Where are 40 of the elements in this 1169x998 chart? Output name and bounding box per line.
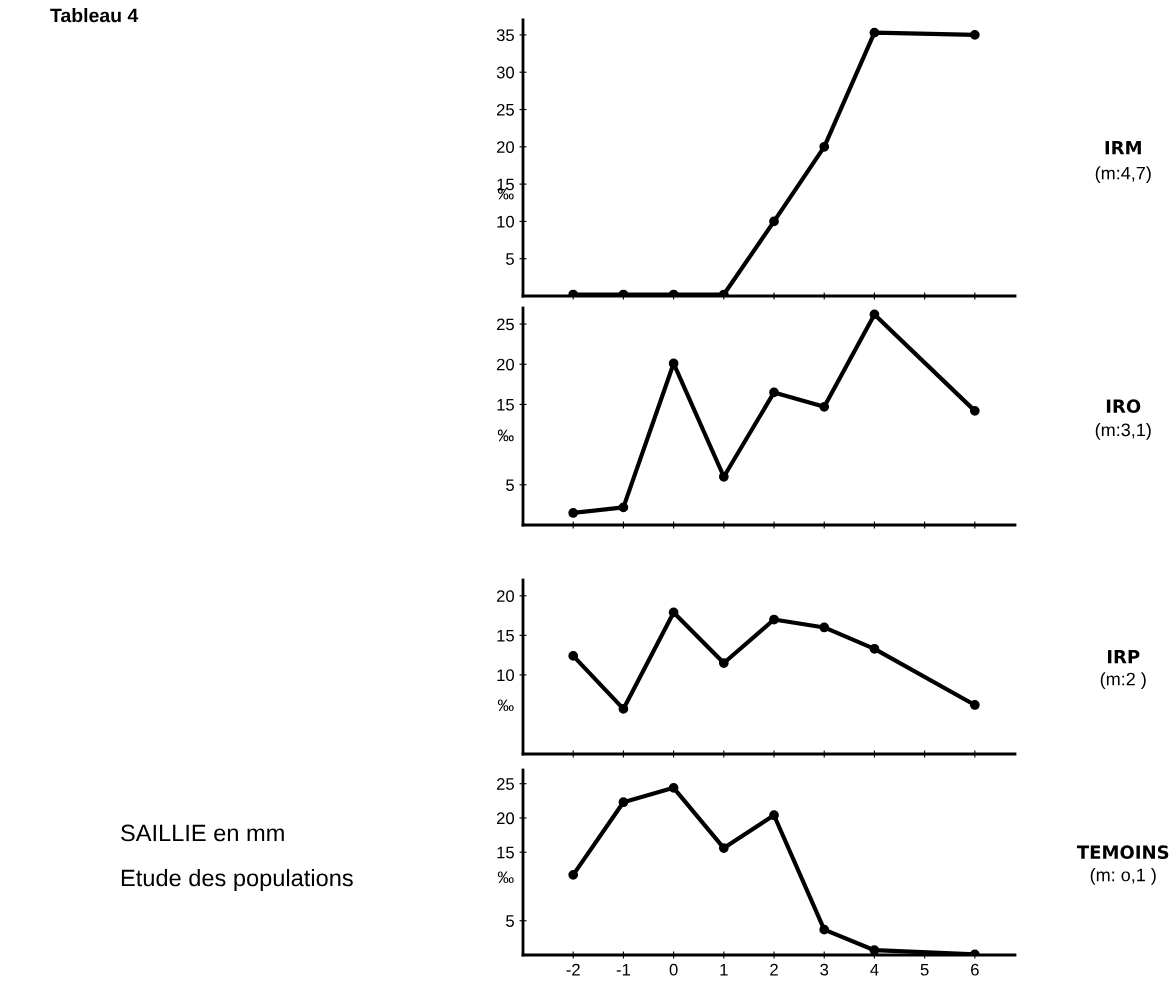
x-tick-label: -1 (616, 963, 631, 976)
text: IRO (1106, 399, 1141, 413)
y-tick-label: 15 (497, 629, 514, 642)
y-tick-label: 25 (496, 318, 514, 331)
text: (m:2 ) (1100, 672, 1146, 690)
x-tick-label: 6 (971, 963, 979, 976)
y-tick-label: 30 (496, 66, 515, 79)
y-tick-label: 15 (497, 399, 514, 411)
x-tick-label: 2 (770, 963, 778, 976)
x-tick-label: -2 (566, 963, 580, 976)
y-axis-title: ‰ (497, 699, 514, 712)
text: IRP (1107, 650, 1140, 664)
text: (m: o,1 ) (1090, 868, 1156, 885)
y-tick-label: 25 (496, 778, 514, 790)
text: Etude des populations (121, 868, 353, 892)
y-axis-title: ‰ (497, 871, 514, 884)
x-tick-label: 0 (669, 963, 678, 976)
y-tick-label: 20 (496, 141, 515, 154)
text: TEMOINS (1076, 845, 1169, 859)
y-axis-title: ‰ (497, 429, 514, 442)
text: Tableau 4 (50, 8, 139, 23)
y-tick-label: 5 (506, 915, 514, 927)
y-tick-label: 25 (496, 103, 514, 116)
y-tick-label: 5 (506, 253, 514, 265)
y-tick-label: 10 (497, 215, 515, 228)
text: IRM (1105, 141, 1141, 155)
text: (m:4,7) (1095, 166, 1151, 184)
x-tick-label: 5 (920, 963, 929, 976)
text: (m:3,1) (1095, 423, 1151, 440)
x-tick-label: 3 (820, 963, 829, 976)
y-tick-label: 35 (496, 29, 514, 42)
y-tick-label: 20 (496, 812, 515, 825)
y-tick-label: 20 (496, 590, 515, 603)
y-tick-label: 5 (506, 479, 514, 492)
x-tick-label: 4 (870, 963, 879, 976)
y-tick-label: 20 (496, 358, 515, 371)
text: SAILLIE en mm (121, 824, 284, 842)
x-tick-label: 1 (720, 963, 728, 976)
y-tick-label: 10 (497, 669, 515, 682)
y-tick-label: 15 (497, 846, 514, 859)
